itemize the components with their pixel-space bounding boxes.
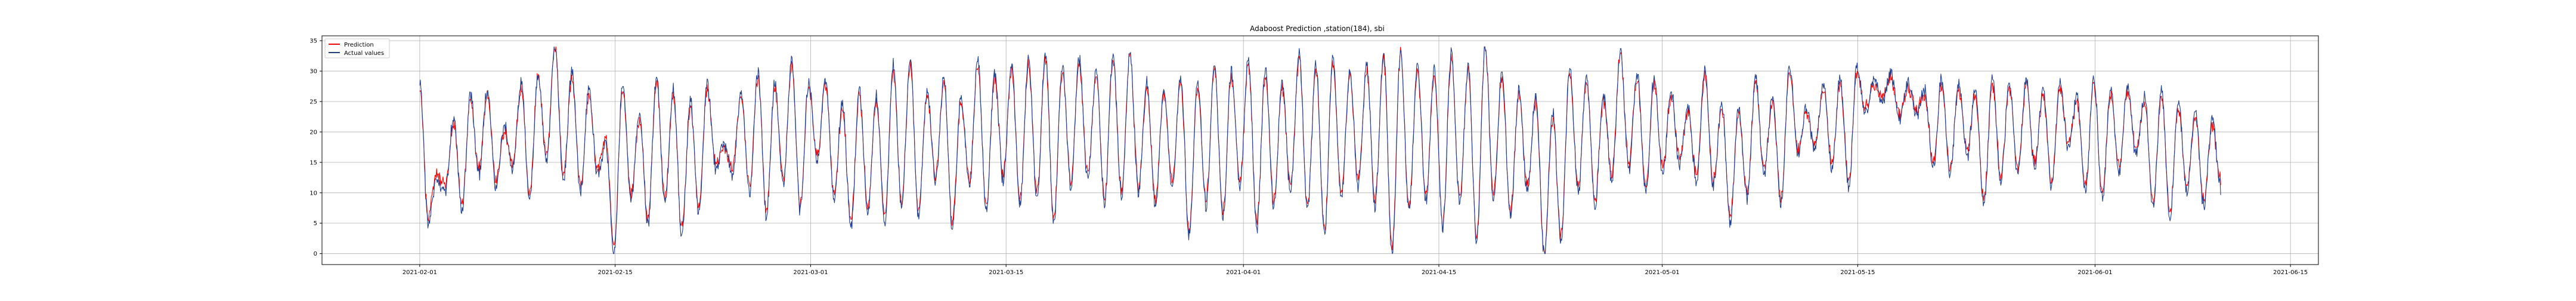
plot-area [321, 35, 2319, 265]
y-tick-label: 35 [309, 38, 317, 45]
legend: Prediction Actual values [324, 38, 390, 59]
x-tick-label: 2021-05-01 [1645, 269, 1680, 276]
x-tick-label: 2021-06-15 [2273, 269, 2308, 276]
x-tick-label: 2021-02-15 [598, 269, 633, 276]
x-tick-label: 2021-03-15 [989, 269, 1023, 276]
x-tick-label: 2021-04-01 [1226, 269, 1261, 276]
y-tick-label: 20 [309, 129, 317, 136]
chart-title: Adaboost Prediction ,station(184), sbi [1250, 24, 1385, 33]
x-tick-label: 2021-06-01 [2077, 269, 2112, 276]
x-tick-label: 2021-02-01 [402, 269, 437, 276]
legend-box [324, 38, 390, 59]
grid [322, 36, 2318, 265]
series-layer [419, 46, 2221, 254]
y-tick-label: 5 [314, 220, 317, 227]
y-tick-label: 10 [309, 190, 317, 196]
x-tick-label: 2021-03-01 [793, 269, 828, 276]
y-tick-label: 15 [309, 159, 317, 166]
legend-label-actual-values: Actual values [344, 50, 384, 57]
axes: 0 5 10 15 20 25 30 35 2021-02-01 2021-02-15 2021-0… [309, 38, 2308, 276]
y-tick-label: 0 [314, 251, 317, 257]
series-line-actual-values [419, 46, 2221, 254]
y-tick-label: 25 [309, 99, 317, 106]
legend-label-prediction: Prediction [344, 42, 374, 48]
x-tick-label: 2021-05-15 [1840, 269, 1875, 276]
x-tick-label: 2021-04-15 [1422, 269, 1456, 276]
y-tick-label: 30 [309, 69, 317, 75]
